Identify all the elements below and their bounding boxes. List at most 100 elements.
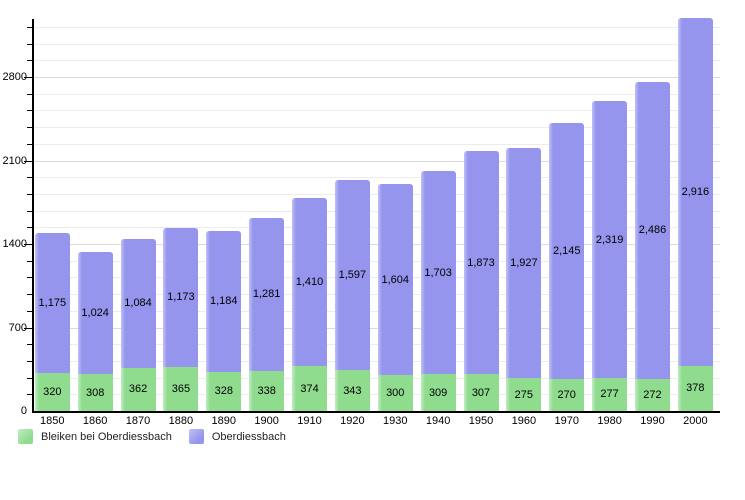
bar-segment-oberdiessbach-1880 <box>163 227 199 368</box>
bar-value-bleiken-1960: 275 <box>514 388 534 401</box>
bar-value-bleiken-1940: 309 <box>428 386 448 399</box>
bar-segment-oberdiessbach-1860 <box>77 252 113 375</box>
bar-value-oberdiessbach-1990: 2,486 <box>638 224 667 237</box>
bar-segment-bleiken-1920 <box>334 370 370 411</box>
x-axis-label-1960: 1960 <box>511 415 537 427</box>
bar-segment-oberdiessbach-1960 <box>506 148 542 379</box>
y-axis-tick <box>27 377 32 379</box>
y-axis-tick <box>24 244 32 245</box>
bar-segment-oberdiessbach-1890 <box>206 230 242 372</box>
bar-segment-bleiken-1910 <box>292 366 328 411</box>
x-axis-label-1940: 1940 <box>425 415 451 427</box>
major-gridline <box>32 327 720 329</box>
y-axis-tick <box>27 227 32 229</box>
bar-segment-oberdiessbach-1980 <box>592 101 628 378</box>
y-axis-tick <box>27 294 32 296</box>
y-axis-tick <box>27 277 32 279</box>
bar-value-oberdiessbach-1950: 1,873 <box>467 256 495 269</box>
bar-value-oberdiessbach-1920: 1,597 <box>338 268 367 281</box>
bar-value-bleiken-1910: 374 <box>300 382 319 395</box>
major-gridline <box>32 77 720 78</box>
minor-gridline <box>32 294 720 296</box>
minor-gridline <box>32 260 720 262</box>
bar-value-bleiken-2000: 378 <box>686 382 705 395</box>
bar-segment-oberdiessbach-1870 <box>120 238 156 368</box>
legend-label-bleiken: Bleiken bei Oberdiessbach <box>41 430 172 443</box>
minor-gridline <box>32 110 720 112</box>
major-gridline <box>32 244 720 245</box>
x-axis-label-1880: 1880 <box>168 415 194 427</box>
x-axis-label-2000: 2000 <box>683 415 708 427</box>
x-axis-label-1850: 1850 <box>40 415 65 427</box>
x-axis-label-1950: 1950 <box>468 415 494 427</box>
bar-segment-bleiken-1930 <box>377 375 413 411</box>
bar-value-bleiken-1860: 308 <box>85 386 105 399</box>
bar-value-bleiken-1850: 320 <box>43 385 62 398</box>
minor-gridline <box>32 277 720 279</box>
bar-segment-bleiken-1960 <box>506 378 542 411</box>
minor-gridline <box>32 177 720 179</box>
y-axis-tick <box>27 43 32 45</box>
bar-segment-bleiken-1870 <box>120 367 156 411</box>
bar-segment-oberdiessbach-1910 <box>292 198 328 367</box>
y-axis-tick <box>27 210 32 212</box>
bar-segment-oberdiessbach-1950 <box>463 150 499 375</box>
x-axis-label-1990: 1990 <box>640 415 665 427</box>
y-axis-tick <box>24 77 32 78</box>
y-axis-line <box>32 19 34 413</box>
y-axis-tick <box>27 394 32 396</box>
legend: Bleiken bei Oberdiessbach Oberdiessbach <box>18 429 303 444</box>
minor-gridline <box>32 93 720 95</box>
y-axis-tick <box>27 260 32 262</box>
bar-segment-bleiken-1970 <box>549 378 585 411</box>
bar-value-bleiken-1920: 343 <box>343 384 362 397</box>
bar-segment-oberdiessbach-1970 <box>549 122 585 379</box>
bar-segment-bleiken-1900 <box>249 370 285 411</box>
bar-value-oberdiessbach-1900: 1,281 <box>252 288 281 301</box>
bar-segment-oberdiessbach-2000 <box>677 18 713 366</box>
bar-segment-bleiken-1880 <box>163 367 199 411</box>
y-axis-tick <box>27 344 32 346</box>
bar-value-oberdiessbach-1960: 1,927 <box>510 257 538 270</box>
x-axis-label-1890: 1890 <box>211 415 236 427</box>
y-axis-tick <box>24 160 32 162</box>
bar-value-oberdiessbach-1860: 1,024 <box>81 307 109 320</box>
bar-value-oberdiessbach-1890: 1,184 <box>210 295 238 308</box>
bar-segment-bleiken-1950 <box>463 374 499 411</box>
minor-gridline <box>32 60 720 62</box>
minor-gridline <box>32 193 720 195</box>
bar-value-bleiken-1970: 270 <box>557 388 576 401</box>
minor-gridline <box>32 210 720 212</box>
bar-segment-oberdiessbach-1940 <box>420 170 456 375</box>
x-axis-label-1860: 1860 <box>82 415 108 427</box>
minor-gridline <box>32 310 720 312</box>
y-axis-label: 1400 <box>2 238 27 250</box>
y-axis-tick <box>27 143 32 145</box>
bar-value-oberdiessbach-2000: 2,916 <box>681 185 710 198</box>
x-axis-line <box>32 411 720 413</box>
y-axis-label: 2800 <box>2 71 27 83</box>
bar-segment-oberdiessbach-1930 <box>377 183 413 376</box>
y-axis-tick <box>27 110 32 112</box>
y-axis-tick <box>27 60 32 62</box>
bar-segment-bleiken-1850 <box>34 372 70 411</box>
bar-segment-bleiken-2000 <box>677 365 713 411</box>
y-axis-tick <box>27 310 32 312</box>
bar-value-bleiken-1900: 338 <box>257 384 276 397</box>
minor-gridline <box>32 344 720 346</box>
bar-value-bleiken-1890: 328 <box>214 385 233 398</box>
major-gridline <box>32 160 720 162</box>
bar-value-bleiken-1990: 272 <box>643 388 662 401</box>
bar-segment-bleiken-1980 <box>592 377 628 411</box>
y-axis-tick <box>27 360 32 362</box>
bar-segment-oberdiessbach-1990 <box>634 82 670 379</box>
y-axis-label: 2100 <box>2 154 27 167</box>
bar-value-oberdiessbach-1910: 1,410 <box>295 276 324 289</box>
bar-value-oberdiessbach-1870: 1,084 <box>124 297 152 310</box>
legend-item-oberdiessbach: Oberdiessbach <box>188 429 286 444</box>
bar-segment-oberdiessbach-1900 <box>249 217 285 371</box>
bar-value-oberdiessbach-1980: 2,319 <box>595 233 624 246</box>
legend-item-bleiken: Bleiken bei Oberdiessbach <box>18 429 172 444</box>
y-axis-tick <box>27 127 32 129</box>
y-axis-tick <box>27 93 32 95</box>
